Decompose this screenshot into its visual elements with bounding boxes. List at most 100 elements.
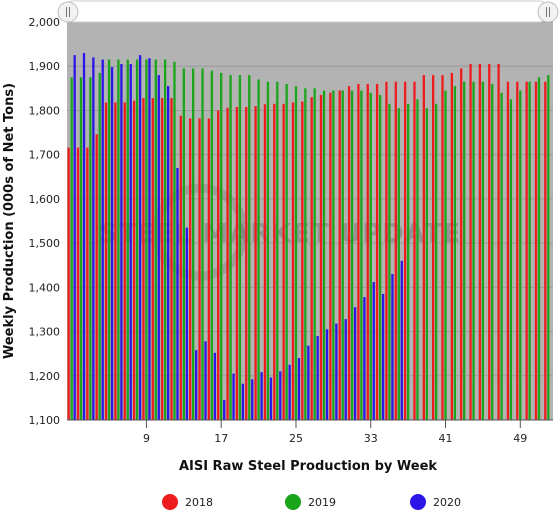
bar-2020-week-12[interactable] — [176, 167, 179, 420]
bar-2018-week-49[interactable] — [516, 81, 519, 420]
bar-2020-week-4[interactable] — [101, 59, 104, 421]
bar-2018-week-2[interactable] — [76, 147, 80, 420]
bar-2019-week-37[interactable] — [406, 103, 410, 420]
bar-2018-week-21[interactable] — [254, 106, 257, 421]
bar-2020-week-32[interactable] — [363, 297, 366, 420]
bar-2018-week-27[interactable] — [310, 97, 313, 421]
bar-2019-week-4[interactable] — [98, 72, 101, 421]
bar-2018-week-45[interactable] — [478, 64, 482, 420]
bar-2018-week-32[interactable] — [357, 83, 360, 420]
bar-2018-week-38[interactable] — [413, 81, 416, 420]
bar-2018-week-42[interactable] — [450, 72, 454, 421]
bar-2020-week-28[interactable] — [325, 329, 329, 420]
bar-2020-week-23[interactable] — [279, 371, 282, 420]
bar-2020-week-19[interactable] — [241, 383, 245, 420]
bar-2020-week-8[interactable] — [138, 55, 142, 421]
bar-2019-week-41[interactable] — [444, 90, 447, 420]
bar-2019-week-52[interactable] — [547, 75, 550, 420]
bar-2018-week-29[interactable] — [329, 92, 332, 420]
bar-2020-week-17[interactable] — [223, 400, 226, 420]
bar-2019-week-21[interactable] — [257, 79, 260, 421]
bar-2018-week-52[interactable] — [544, 81, 547, 420]
bar-2020-week-11[interactable] — [166, 86, 170, 421]
bar-2019-week-8[interactable] — [135, 59, 139, 421]
handle-knob-icon[interactable] — [537, 1, 559, 23]
bar-2019-week-25[interactable] — [294, 86, 298, 421]
bar-2019-week-13[interactable] — [182, 68, 185, 421]
bar-2020-week-20[interactable] — [251, 379, 254, 420]
bar-2018-week-6[interactable] — [114, 102, 117, 420]
bar-2018-week-9[interactable] — [142, 98, 145, 420]
bar-2018-week-20[interactable] — [245, 106, 248, 420]
bar-2019-week-30[interactable] — [341, 90, 344, 420]
bar-2020-week-24[interactable] — [288, 364, 291, 420]
range-navigator[interactable] — [57, 0, 559, 23]
bar-2019-week-28[interactable] — [322, 90, 326, 420]
legend-label-2019[interactable]: 2019 — [308, 496, 336, 509]
bar-2019-week-7[interactable] — [126, 59, 129, 421]
bar-2019-week-49[interactable] — [519, 90, 522, 420]
bar-2019-week-19[interactable] — [238, 75, 242, 420]
bar-2019-week-46[interactable] — [491, 83, 494, 420]
bar-2019-week-22[interactable] — [266, 81, 270, 420]
legend-label-2020[interactable]: 2020 — [433, 496, 461, 509]
bar-2019-week-18[interactable] — [229, 75, 232, 420]
bar-2018-week-50[interactable] — [525, 81, 528, 420]
bar-2019-week-24[interactable] — [285, 83, 288, 420]
bar-2020-week-33[interactable] — [372, 282, 375, 420]
bar-2019-week-14[interactable] — [192, 68, 195, 421]
bar-2020-week-21[interactable] — [260, 372, 263, 420]
bar-2019-week-2[interactable] — [79, 77, 83, 420]
bar-2019-week-47[interactable] — [500, 92, 503, 420]
bar-2018-week-34[interactable] — [375, 83, 379, 420]
navigator-left-handle[interactable] — [57, 1, 79, 23]
bar-2019-week-32[interactable] — [360, 90, 363, 420]
bar-2020-week-16[interactable] — [213, 352, 217, 420]
bar-2020-week-7[interactable] — [129, 64, 132, 420]
bar-2018-week-22[interactable] — [263, 104, 267, 420]
bar-2018-week-47[interactable] — [497, 64, 500, 420]
bar-2019-week-51[interactable] — [537, 77, 541, 420]
bar-2019-week-1[interactable] — [70, 77, 73, 420]
bar-2018-week-31[interactable] — [347, 86, 351, 421]
bar-2020-week-35[interactable] — [391, 274, 394, 420]
bar-2018-week-7[interactable] — [123, 102, 126, 420]
bar-2018-week-16[interactable] — [207, 118, 211, 421]
bar-2018-week-25[interactable] — [291, 102, 295, 420]
bar-2018-week-17[interactable] — [217, 110, 220, 420]
bar-2020-week-5[interactable] — [110, 67, 114, 421]
bar-2018-week-18[interactable] — [226, 107, 229, 420]
bar-2019-week-42[interactable] — [453, 86, 457, 421]
bar-2018-week-26[interactable] — [301, 101, 304, 420]
bar-2020-week-10[interactable] — [157, 75, 160, 420]
legend-label-2018[interactable]: 2018 — [185, 496, 213, 509]
bar-2019-week-31[interactable] — [350, 90, 354, 420]
bar-2018-week-3[interactable] — [86, 147, 89, 420]
bar-2018-week-15[interactable] — [198, 118, 201, 421]
bar-2018-week-24[interactable] — [282, 103, 285, 420]
bar-2019-week-33[interactable] — [369, 92, 372, 420]
bar-2018-week-4[interactable] — [95, 134, 98, 420]
bar-2018-week-37[interactable] — [403, 81, 407, 420]
bar-2019-week-48[interactable] — [509, 99, 513, 420]
bar-2019-week-40[interactable] — [435, 103, 438, 420]
bar-2018-week-12[interactable] — [170, 98, 173, 420]
bar-2020-week-27[interactable] — [316, 335, 319, 420]
bar-2018-week-48[interactable] — [506, 81, 510, 420]
bar-2020-week-3[interactable] — [92, 57, 95, 420]
bar-2018-week-41[interactable] — [441, 75, 444, 420]
navigator-right-handle[interactable] — [537, 1, 559, 23]
bar-2019-week-17[interactable] — [220, 72, 223, 421]
bar-2019-week-3[interactable] — [89, 77, 92, 420]
legend-swatch-2018[interactable] — [162, 494, 178, 510]
bar-2019-week-16[interactable] — [210, 70, 214, 420]
bar-2018-week-28[interactable] — [319, 94, 323, 420]
bar-2018-week-46[interactable] — [488, 64, 491, 420]
bar-2019-week-39[interactable] — [425, 108, 428, 420]
bar-2018-week-40[interactable] — [432, 75, 435, 420]
bar-2019-week-15[interactable] — [201, 68, 204, 421]
bar-2019-week-36[interactable] — [397, 108, 400, 420]
bar-2020-week-18[interactable] — [232, 373, 235, 420]
bar-2019-week-44[interactable] — [472, 81, 475, 420]
bar-2020-week-34[interactable] — [381, 293, 385, 420]
